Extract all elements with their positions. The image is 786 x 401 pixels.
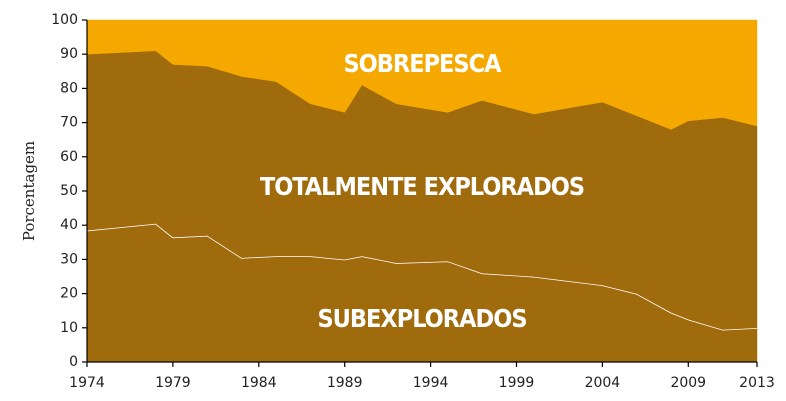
y-tick-label: 100	[51, 12, 78, 28]
y-tick-label: 80	[60, 80, 78, 96]
y-tick-label: 20	[60, 286, 78, 302]
y-tick-label: 70	[60, 115, 78, 131]
y-tick-label: 90	[60, 46, 78, 62]
area-label: SUBEXPLORADOS	[317, 304, 526, 333]
y-tick-label: 10	[60, 320, 78, 336]
y-tick-label: 40	[60, 217, 78, 233]
x-tick-label: 1994	[413, 375, 449, 391]
x-tick-label: 1989	[327, 375, 363, 391]
x-tick-label: 1999	[499, 375, 535, 391]
area	[86, 19, 758, 130]
area-label: TOTALMENTE EXPLORADOS	[260, 172, 584, 201]
x-tick-label: 1974	[69, 375, 105, 391]
y-tick-label: 50	[60, 183, 78, 199]
x-tick-label: 2004	[585, 375, 621, 391]
x-tick-label: 1984	[241, 375, 277, 391]
x-tick-label: 1979	[155, 375, 191, 391]
y-axis-label: Porcentagem	[20, 141, 38, 241]
y-tick-label: 0	[69, 354, 78, 370]
area-label: SOBREPESCA	[343, 49, 502, 78]
y-tick-label: 60	[60, 149, 78, 165]
y-tick-label: 30	[60, 251, 78, 267]
x-tick-label: 2009	[670, 375, 706, 391]
x-tick-label: 2013	[739, 375, 775, 391]
